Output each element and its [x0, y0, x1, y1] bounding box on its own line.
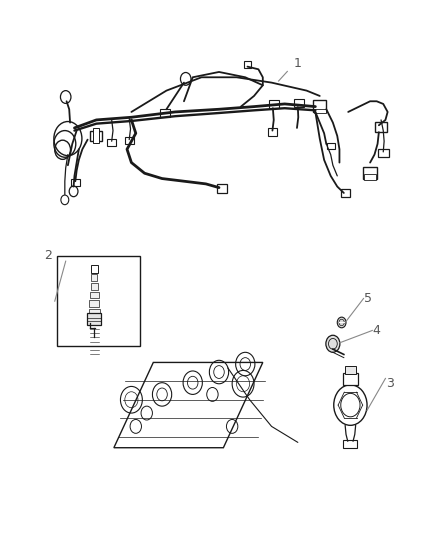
Bar: [87, 313, 102, 325]
Bar: [341, 189, 350, 197]
Bar: [313, 100, 326, 112]
Bar: [217, 184, 227, 193]
Bar: [269, 100, 279, 108]
Bar: [91, 283, 98, 290]
Bar: [364, 174, 376, 180]
Bar: [90, 131, 102, 141]
Text: 1: 1: [294, 58, 302, 70]
Bar: [93, 128, 99, 143]
Circle shape: [326, 335, 340, 352]
Bar: [89, 300, 99, 307]
Text: 2: 2: [44, 249, 52, 262]
Text: 4: 4: [373, 324, 381, 337]
Bar: [343, 440, 357, 448]
Polygon shape: [114, 362, 263, 448]
Bar: [160, 109, 170, 117]
Bar: [90, 292, 99, 298]
Bar: [91, 265, 98, 273]
Bar: [327, 143, 335, 149]
Bar: [343, 373, 358, 385]
Text: 3: 3: [386, 377, 394, 390]
Bar: [375, 122, 387, 132]
Circle shape: [337, 317, 346, 328]
Bar: [57, 256, 140, 346]
Bar: [88, 309, 100, 316]
Bar: [71, 179, 80, 186]
Bar: [363, 167, 377, 179]
Bar: [107, 139, 116, 146]
Bar: [92, 274, 97, 281]
Bar: [125, 137, 134, 144]
Bar: [294, 99, 304, 107]
Bar: [378, 149, 389, 157]
Text: 5: 5: [364, 292, 372, 305]
Bar: [268, 128, 277, 136]
Bar: [314, 109, 326, 113]
Bar: [345, 366, 356, 374]
Bar: [244, 61, 251, 68]
